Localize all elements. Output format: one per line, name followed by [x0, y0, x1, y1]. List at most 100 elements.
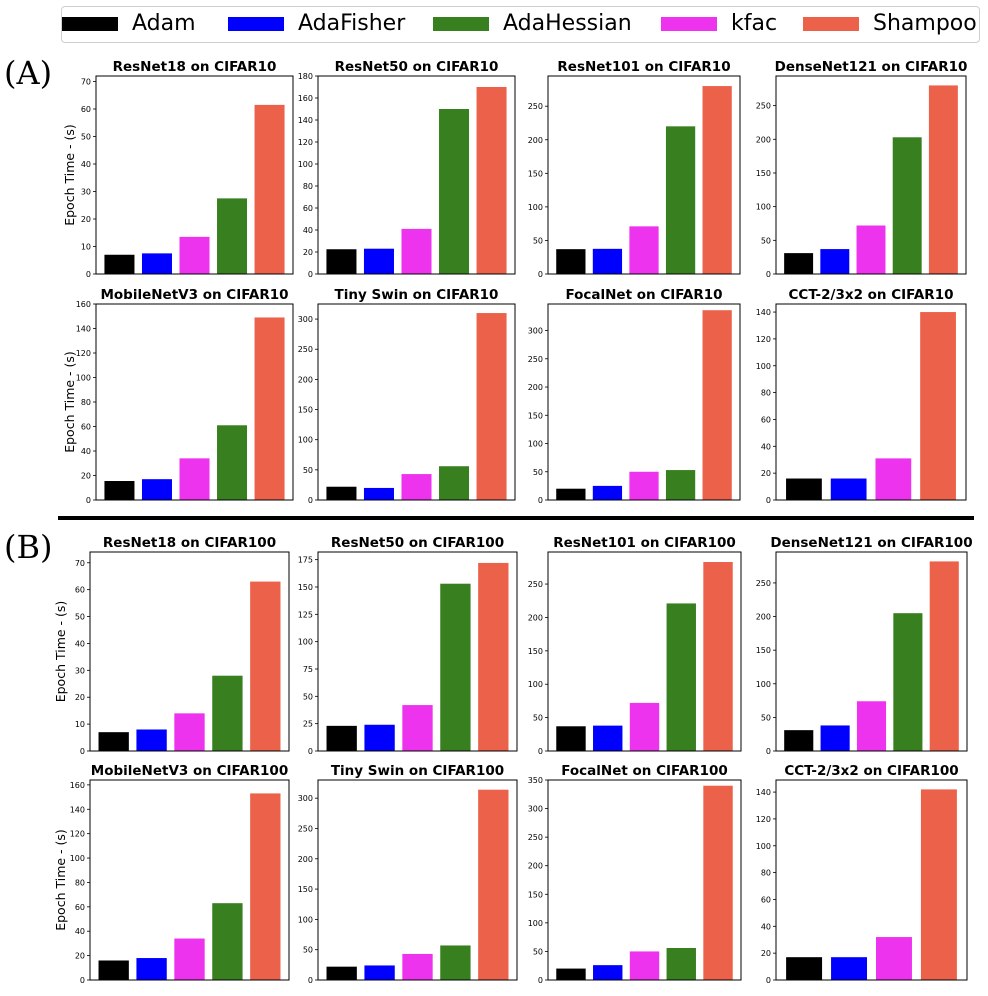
bar-adafisher — [363, 487, 394, 500]
y-tick-label: 20 — [303, 248, 313, 257]
y-tick-label: 250 — [528, 355, 543, 364]
y-tick-label: 40 — [75, 927, 85, 936]
y-tick-label: 60 — [75, 903, 85, 912]
y-tick-label: 125 — [298, 610, 313, 619]
y-tick-label: 140 — [756, 308, 771, 317]
bar-adahessian — [440, 945, 471, 980]
y-tick-label: 10 — [75, 720, 85, 729]
y-tick-label: 60 — [761, 895, 771, 904]
y-tick-label: 250 — [298, 345, 313, 354]
chart-title: DenseNet121 on CIFAR10 — [775, 59, 968, 75]
y-tick-label: 30 — [75, 666, 85, 675]
bar-adafisher — [592, 485, 623, 500]
y-tick-label: 50 — [303, 466, 313, 475]
bar-kfac — [179, 458, 210, 500]
bar-adahessian — [893, 613, 923, 751]
bar-kfac — [174, 713, 205, 751]
bar-adafisher — [820, 725, 850, 751]
chart-title: ResNet18 on CIFAR100 — [103, 535, 276, 551]
y-tick-label: 150 — [298, 885, 313, 894]
legend-item-adafisher: AdaFisher — [228, 11, 405, 36]
y-tick-label: 120 — [756, 815, 771, 824]
y-tick-label: 0 — [308, 747, 313, 756]
bar-adam — [556, 249, 586, 274]
bar-kfac — [875, 937, 912, 980]
chart-title: Tiny Swin on CIFAR10 — [335, 287, 499, 303]
y-tick-label: 200 — [528, 613, 543, 622]
bar-shampoo — [928, 85, 958, 274]
section-divider — [58, 516, 974, 520]
bar-shampoo — [702, 310, 732, 500]
y-tick-label: 160 — [298, 94, 313, 103]
y-tick-label: 70 — [75, 559, 85, 568]
y-tick-label: 100 — [76, 374, 91, 383]
y-tick-label: 250 — [756, 579, 771, 588]
plot-frame — [547, 75, 741, 275]
section-label-a: (A) — [4, 54, 53, 92]
bar-shampoo — [254, 317, 285, 500]
bar-adam — [326, 966, 357, 980]
y-tick-label: 50 — [533, 236, 543, 245]
chart-title: ResNet50 on CIFAR10 — [335, 59, 499, 75]
y-tick-label: 200 — [528, 136, 543, 145]
y-tick-label: 40 — [761, 922, 771, 931]
y-axis-label: Epoch Time - (s) — [62, 124, 77, 226]
bar-kfac — [875, 458, 912, 500]
y-tick-label: 40 — [303, 226, 313, 235]
y-tick-label: 140 — [70, 805, 85, 814]
y-tick-label: 175 — [298, 556, 313, 565]
y-tick-label: 50 — [533, 947, 543, 956]
bar-adam — [786, 957, 823, 980]
y-tick-label: 0 — [86, 270, 91, 279]
bar-shampoo — [250, 581, 281, 751]
chart-title: ResNet50 on CIFAR100 — [331, 535, 504, 551]
plot-frame — [317, 75, 516, 275]
bar-adam — [784, 253, 814, 274]
y-tick-label: 150 — [756, 169, 771, 178]
y-tick-label: 120 — [76, 349, 91, 358]
y-tick-label: 100 — [298, 436, 313, 445]
bar-shampoo — [703, 562, 733, 751]
bar-adam — [784, 730, 814, 751]
bar-kfac — [856, 701, 887, 751]
y-tick-label: 120 — [298, 138, 313, 147]
bar-kfac — [401, 228, 432, 274]
y-tick-label: 80 — [761, 869, 771, 878]
y-tick-label: 140 — [76, 325, 91, 334]
y-tick-label: 300 — [528, 327, 543, 336]
y-tick-label: 0 — [538, 976, 543, 985]
bar-shampoo — [703, 785, 733, 980]
y-tick-label: 60 — [761, 415, 771, 424]
y-tick-label: 100 — [756, 680, 771, 689]
bar-shampoo — [250, 793, 281, 980]
chart-title: ResNet101 on CIFAR100 — [553, 535, 736, 551]
legend-item-adahessian: AdaHessian — [433, 11, 632, 36]
bar-adahessian — [440, 583, 471, 751]
y-axis-label: Epoch Time - (s) — [53, 829, 68, 931]
bar-adam — [104, 254, 135, 274]
bar-shampoo — [254, 104, 285, 274]
chart-6: 0 50 100 150 200 250 300 FocalNet on CIFAR10 — [528, 287, 741, 505]
legend-label-adafisher: AdaFisher — [298, 11, 406, 36]
legend-label-shampoo: Shampoo — [873, 11, 977, 36]
y-tick-label: 0 — [538, 496, 543, 505]
y-tick-label: 0 — [80, 976, 85, 985]
y-tick-label: 60 — [81, 423, 91, 432]
bar-kfac — [401, 474, 432, 500]
y-tick-label: 20 — [75, 952, 85, 961]
bar-adafisher — [141, 479, 172, 500]
legend-label-kfac: kfac — [731, 11, 778, 36]
y-tick-label: 50 — [761, 236, 771, 245]
bar-adahessian — [892, 137, 922, 274]
bar-adahessian — [665, 126, 696, 274]
y-tick-label: 100 — [756, 362, 771, 371]
y-tick-label: 0 — [766, 270, 771, 279]
legend-label-adam: Adam — [132, 11, 196, 36]
plot-frame — [775, 779, 968, 981]
bar-kfac — [629, 471, 659, 500]
bar-shampoo — [478, 562, 509, 751]
chart-title: FocalNet on CIFAR100 — [561, 763, 728, 779]
bar-adahessian — [212, 903, 243, 980]
y-tick-label: 0 — [766, 976, 771, 985]
chart-5: 0 50 100 150 200 250 300 Tiny Swin on CIFAR10 — [298, 287, 516, 505]
